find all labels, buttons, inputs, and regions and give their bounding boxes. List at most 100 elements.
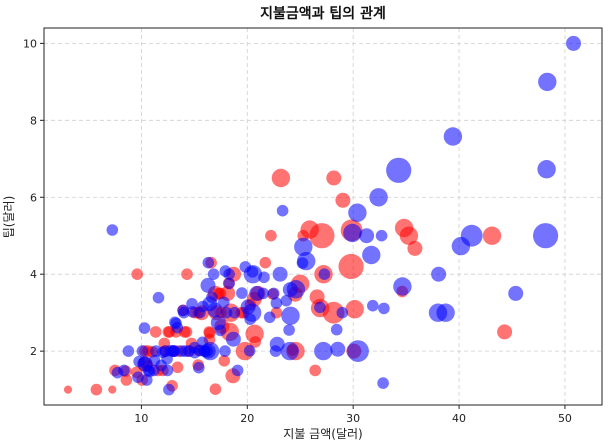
data-point [108, 385, 117, 394]
data-point [318, 268, 331, 281]
data-point [369, 188, 388, 207]
y-tick-label: 10 [23, 37, 37, 50]
data-point [537, 160, 556, 179]
data-point [178, 306, 190, 319]
y-tick-label: 8 [30, 114, 37, 127]
data-point [263, 311, 276, 324]
data-point [393, 277, 412, 296]
data-point [228, 306, 241, 319]
data-point [330, 341, 346, 357]
data-point [330, 323, 343, 336]
data-point [225, 331, 241, 347]
data-point [258, 271, 270, 284]
data-point [243, 345, 256, 357]
data-point [202, 256, 215, 269]
data-point [378, 302, 390, 315]
data-point [122, 345, 135, 357]
data-point [181, 268, 193, 281]
data-points [63, 35, 581, 396]
data-point [132, 371, 144, 384]
x-tick-label: 20 [240, 412, 254, 425]
data-point [338, 253, 364, 280]
data-point [236, 287, 248, 299]
data-point [200, 341, 220, 361]
data-point [118, 364, 130, 377]
data-point [314, 341, 333, 361]
data-point [375, 229, 388, 242]
data-point [359, 228, 375, 244]
x-axis-label: 지불 금액(달러) [283, 427, 362, 441]
data-point [193, 361, 205, 374]
data-point [297, 251, 316, 271]
data-point [63, 385, 73, 394]
data-point [171, 361, 184, 374]
data-point [218, 296, 230, 309]
data-point [294, 237, 313, 257]
data-point [482, 226, 502, 245]
data-point [508, 285, 524, 301]
data-point [276, 204, 289, 217]
data-point [314, 301, 326, 314]
data-point [407, 240, 423, 256]
data-point [207, 268, 220, 281]
data-point [497, 324, 513, 340]
data-point [267, 287, 280, 300]
data-point [399, 226, 419, 245]
data-point [161, 364, 174, 377]
data-point [336, 306, 349, 319]
data-point [149, 326, 162, 338]
data-point [309, 223, 335, 249]
data-point [90, 383, 103, 396]
data-point [242, 303, 262, 322]
y-tick-label: 4 [30, 268, 37, 281]
data-point [347, 340, 369, 362]
data-point [265, 229, 277, 242]
data-point [259, 256, 272, 269]
data-point [377, 377, 389, 389]
data-point [203, 327, 216, 339]
data-point [218, 355, 230, 367]
data-point [257, 287, 270, 300]
data-point [152, 291, 165, 304]
series-0 [63, 168, 513, 396]
data-point [219, 345, 231, 357]
plot-frame [43, 27, 603, 406]
data-point [386, 157, 412, 183]
chart-title: 지불금액과 팁의 관계 [260, 5, 386, 22]
data-point [431, 266, 447, 282]
y-tick-label: 2 [30, 345, 37, 358]
data-point [270, 297, 283, 309]
axis-ticks: 10 20 30 40 50 2 4 6 8 10 [23, 37, 572, 425]
data-point [443, 127, 463, 146]
data-point [326, 170, 342, 186]
data-point [269, 336, 285, 352]
data-point [345, 300, 364, 319]
data-point [249, 336, 262, 348]
data-point [171, 321, 184, 334]
data-point [120, 374, 133, 386]
data-point [348, 203, 367, 222]
y-axis-label: 팁(달러) [2, 196, 16, 238]
data-point [281, 306, 300, 325]
data-point [207, 302, 223, 318]
data-point [243, 265, 263, 284]
data-point [209, 383, 222, 396]
data-point [214, 324, 227, 337]
data-point [460, 224, 483, 247]
data-point [138, 322, 151, 334]
data-point [106, 224, 119, 236]
data-point [180, 326, 193, 338]
data-point [362, 245, 381, 265]
y-tick-label: 6 [30, 191, 37, 204]
data-point [533, 223, 559, 249]
data-point [223, 277, 235, 290]
data-point [343, 223, 362, 243]
data-point [322, 301, 345, 324]
x-tick-label: 10 [134, 412, 148, 425]
data-point [131, 268, 143, 281]
data-point [538, 72, 557, 92]
x-tick-label: 30 [346, 412, 360, 425]
data-point [206, 291, 218, 304]
